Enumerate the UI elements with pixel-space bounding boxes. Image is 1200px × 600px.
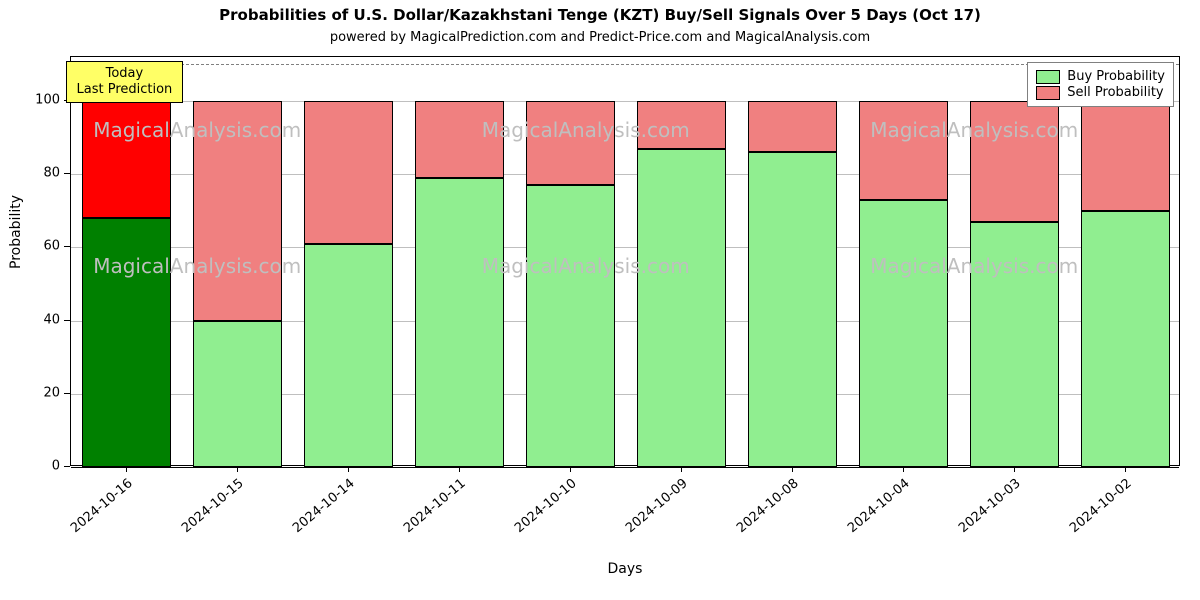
- bar-sell: [637, 101, 726, 149]
- y-tick-mark: [64, 246, 70, 247]
- x-tick-mark: [1125, 466, 1126, 472]
- x-tick-mark: [1014, 466, 1015, 472]
- bar-sell: [526, 101, 615, 185]
- y-tick-mark: [64, 320, 70, 321]
- x-axis-label: Days: [70, 561, 1180, 577]
- bar-buy: [526, 185, 615, 467]
- y-tick-label: 100: [0, 92, 60, 107]
- x-tick-label: 2024-10-11: [382, 476, 468, 552]
- y-tick-label: 0: [0, 459, 60, 474]
- figure: Probabilities of U.S. Dollar/Kazakhstani…: [0, 0, 1200, 600]
- bar-sell: [859, 101, 948, 200]
- annotation-line1: Today: [77, 66, 173, 82]
- y-tick-label: 20: [0, 385, 60, 400]
- bar-buy: [415, 178, 504, 467]
- y-tick-label: 80: [0, 166, 60, 181]
- bar-sell: [304, 101, 393, 244]
- annotation-line2: Last Prediction: [77, 82, 173, 98]
- x-tick-mark: [237, 466, 238, 472]
- today-annotation: Today Last Prediction: [66, 61, 184, 102]
- legend-buy-row: Buy Probability: [1036, 69, 1165, 84]
- x-tick-mark: [126, 466, 127, 472]
- x-tick-mark: [681, 466, 682, 472]
- x-tick-mark: [792, 466, 793, 472]
- bar-sell: [415, 101, 504, 178]
- y-tick-label: 40: [0, 312, 60, 327]
- bar-buy: [1081, 211, 1170, 467]
- x-tick-mark: [348, 466, 349, 472]
- bar-sell: [193, 101, 282, 321]
- chart-title: Probabilities of U.S. Dollar/Kazakhstani…: [0, 6, 1200, 24]
- chart-subtitle: powered by MagicalPrediction.com and Pre…: [0, 30, 1200, 45]
- plot-area: MagicalAnalysis.comMagicalAnalysis.comMa…: [70, 56, 1180, 466]
- bar-buy: [193, 321, 282, 467]
- bar-sell: [970, 101, 1059, 222]
- x-tick-label: 2024-10-03: [937, 476, 1023, 552]
- legend-buy-label: Buy Probability: [1067, 69, 1165, 84]
- x-tick-label: 2024-10-02: [1048, 476, 1134, 552]
- x-tick-mark: [570, 466, 571, 472]
- x-tick-label: 2024-10-09: [604, 476, 690, 552]
- bar-buy: [637, 149, 726, 467]
- y-tick-mark: [64, 466, 70, 467]
- x-tick-mark: [459, 466, 460, 472]
- x-tick-label: 2024-10-14: [271, 476, 357, 552]
- bar-sell: [1081, 101, 1170, 211]
- bar-sell: [82, 101, 171, 218]
- legend-sell-swatch: [1036, 86, 1060, 100]
- bar-buy: [82, 218, 171, 467]
- bar-sell: [748, 101, 837, 152]
- y-tick-mark: [64, 393, 70, 394]
- y-tick-label: 60: [0, 239, 60, 254]
- legend-sell-row: Sell Probability: [1036, 85, 1165, 100]
- x-tick-label: 2024-10-04: [826, 476, 912, 552]
- bar-buy: [748, 152, 837, 467]
- x-tick-label: 2024-10-10: [493, 476, 579, 552]
- legend-buy-swatch: [1036, 70, 1060, 84]
- legend: Buy Probability Sell Probability: [1027, 62, 1174, 107]
- x-tick-label: 2024-10-15: [160, 476, 246, 552]
- dashed-reference-line: [71, 64, 1179, 65]
- bar-buy: [970, 222, 1059, 467]
- bar-buy: [859, 200, 948, 467]
- bar-buy: [304, 244, 393, 467]
- legend-sell-label: Sell Probability: [1067, 85, 1163, 100]
- y-tick-mark: [64, 173, 70, 174]
- x-tick-label: 2024-10-08: [715, 476, 801, 552]
- x-tick-mark: [903, 466, 904, 472]
- x-tick-label: 2024-10-16: [49, 476, 135, 552]
